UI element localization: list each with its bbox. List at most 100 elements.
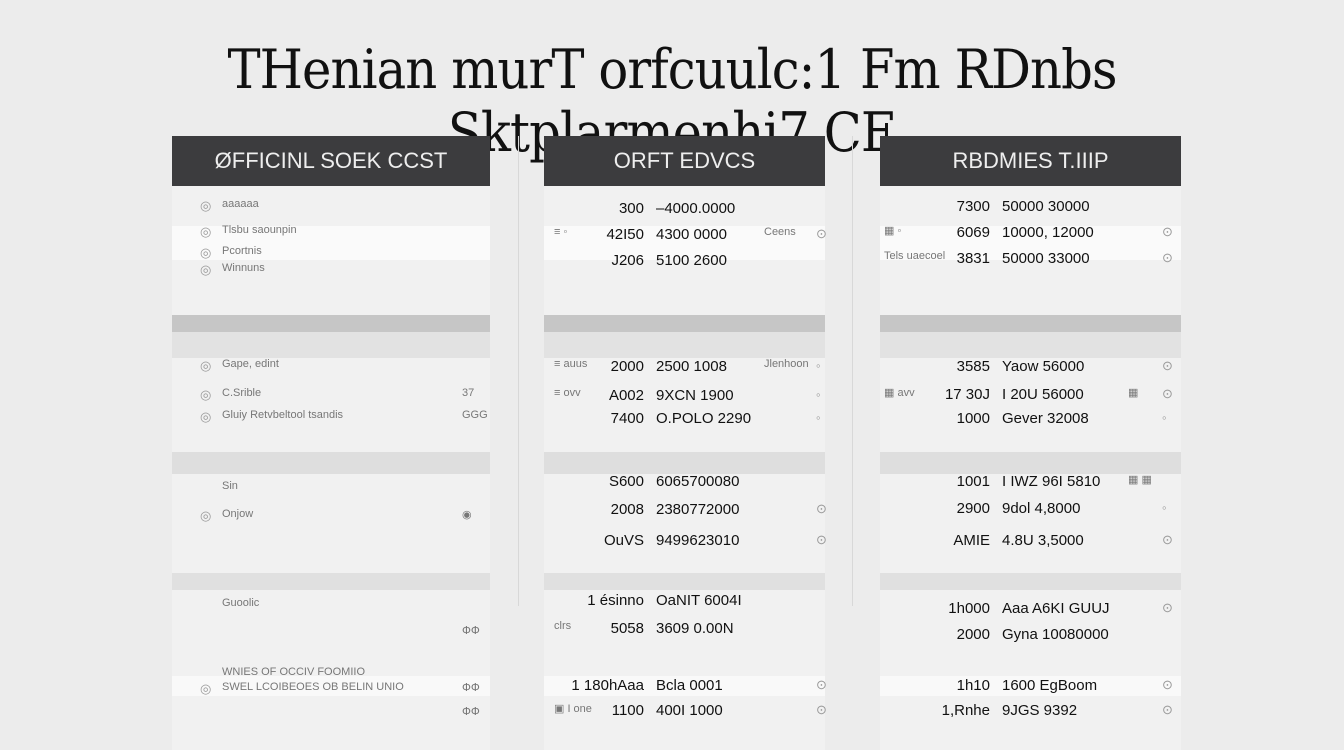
column-rbdmies: RBDMIES T.IIIP 7300 50000 30000 ▦ ◦ 6069 100… <box>880 136 1181 750</box>
value-b: I IWZ 96I 5810 <box>1002 473 1101 490</box>
row-band <box>172 332 490 358</box>
table-row[interactable]: 1 ésinno OaNIT 6004I <box>544 588 825 612</box>
info-icon[interactable]: ⊙ <box>816 226 827 241</box>
info-icon[interactable]: ⊙ <box>1162 677 1173 692</box>
table-row[interactable]: WNIES OF OCCIV FOOMIIO <box>172 662 490 686</box>
table-row[interactable]: clrs 5058 3609 0.00N <box>544 616 825 640</box>
table-row[interactable]: 300 –4000.0000 <box>544 196 825 220</box>
value-a: 7400 <box>610 410 644 427</box>
table-row[interactable]: ≡ ◦ 42I50 4300 0000 ⊙ Ceens <box>544 222 827 246</box>
table-row[interactable]: ՓՓ <box>172 701 490 725</box>
table-row[interactable]: 1001 I IWZ 96I 5810 ▦ ▦ <box>880 469 1181 493</box>
info-icon[interactable]: ⊙ <box>816 532 827 547</box>
row-band <box>880 676 1181 696</box>
table-row[interactable]: ◎ Pcortnis <box>172 241 490 265</box>
row-label: ≡ auus <box>554 358 588 370</box>
row-band <box>172 315 490 332</box>
table-row[interactable]: 1,Rnhe 9JGS 9392 ⊙ <box>880 698 1181 722</box>
info-icon[interactable]: ⊙ <box>1162 532 1173 547</box>
info-icon[interactable]: ⊙ <box>1162 224 1173 239</box>
table-row[interactable]: 7400 O.POLO 2290 ◦ <box>544 406 825 430</box>
table-row[interactable]: ≡ ovv A002 9XCN 1900 ◦ <box>544 383 825 407</box>
table-row[interactable]: S600 6065700080 <box>544 469 825 493</box>
value-b: 4300 0000 <box>656 226 727 243</box>
column-header: RBDMIES T.IIIP <box>880 136 1181 186</box>
row-extra: ◉ <box>462 509 472 521</box>
table-row[interactable]: 2900 9dol 4,8000 ◦ <box>880 496 1181 520</box>
row-extra: Ceens <box>764 226 796 238</box>
row-label: clrs <box>554 620 572 632</box>
row-band <box>544 226 825 260</box>
table-row[interactable]: 3585 Yaow 56000 ⊙ <box>880 354 1181 378</box>
table-row[interactable]: ◎ Onjow ◉ <box>172 504 490 528</box>
value-b: 1600 EgBoom <box>1002 677 1098 694</box>
row-label: ≡ ◦ <box>554 226 568 238</box>
row-band <box>544 676 825 696</box>
info-icon[interactable]: ⊙ <box>1162 600 1173 615</box>
row-band <box>172 573 490 590</box>
table-row[interactable]: ≡ auus 2000 2500 1008 ◦ Jlenhoon <box>544 354 825 378</box>
row-band <box>880 573 1181 590</box>
info-icon[interactable]: ◦ <box>816 358 821 373</box>
table-row[interactable]: OuVS 9499623010 ⊙ <box>544 528 827 552</box>
table-row[interactable]: ◎ Winnuns <box>172 258 490 282</box>
info-icon[interactable]: ◦ <box>816 387 821 402</box>
info-icon[interactable]: ◦ <box>1162 410 1167 425</box>
table-row[interactable]: 2000 Gyna 10080000 <box>880 622 1181 646</box>
info-icon[interactable]: ⊙ <box>1162 250 1173 265</box>
table-row[interactable]: ◎ Gape, edint <box>172 354 490 378</box>
row-extra: Jlenhoon <box>764 358 809 370</box>
table-row[interactable]: 1 180hAaa Bcla 0001 ⊙ <box>544 673 827 697</box>
value-b: OaNIT 6004I <box>656 592 742 609</box>
table-row[interactable]: ՓՓ <box>172 620 490 644</box>
table-row[interactable]: ▦ avv 17 30J I 20U 56000 ⊙ ▦ <box>880 382 1181 406</box>
page-title: THenian murT orfcuulc:1 Fm RDnbs Sktplar… <box>227 38 1117 164</box>
info-icon[interactable]: ⊙ <box>1162 702 1173 717</box>
circle-icon: ◎ <box>200 198 212 213</box>
value-b: 50000 33000 <box>1002 250 1090 267</box>
value-a: 7300 <box>956 198 990 215</box>
table-row[interactable]: ◎ C.Srible 37 <box>172 383 490 407</box>
value-a: 1 180hAaa <box>571 677 644 694</box>
info-icon[interactable]: ⊙ <box>1162 386 1173 401</box>
table-row[interactable]: ◎ SWEL LCOIBEOES OB BELIN UNIO ՓՓ <box>172 677 490 701</box>
circle-icon: ◎ <box>200 224 212 239</box>
row-label: ▦ avv <box>884 387 915 399</box>
table-row[interactable]: ◎ Gluiy Retvbeltool tsandis GGG <box>172 405 490 429</box>
value-b: 9JGS 9392 <box>1002 702 1078 719</box>
info-icon[interactable]: ⊙ <box>1162 358 1173 373</box>
row-label: SWEL LCOIBEOES OB BELIN UNIO <box>222 681 404 693</box>
value-b: 9XCN 1900 <box>656 387 734 404</box>
row-label: ▦ ◦ <box>884 225 902 237</box>
info-icon[interactable]: ⊙ <box>816 501 827 516</box>
row-extra: ՓՓ <box>462 706 480 718</box>
table-row[interactable]: ▣ I one 1100 400I 1000 ⊙ <box>544 698 827 722</box>
table-row[interactable]: J206 5100 2600 <box>544 248 825 272</box>
info-icon[interactable]: ⊙ <box>816 677 827 692</box>
info-icon[interactable]: ◦ <box>816 410 821 425</box>
info-icon[interactable]: ◦ <box>1162 500 1167 515</box>
table-row[interactable]: 1h10 1600 EgBoom ⊙ <box>880 673 1181 697</box>
row-extra: 37 <box>462 387 475 399</box>
value-b: 10000, 12000 <box>1002 224 1094 241</box>
table-row[interactable]: AMIE 4.8U 3,5000 ⊙ <box>880 528 1181 552</box>
table-row[interactable]: 2008 2380772000 ⊙ <box>544 497 827 521</box>
value-a: 3831 <box>956 250 990 267</box>
value-b: 3609 0.00N <box>656 620 734 637</box>
table-row[interactable]: 1000 Gever 32008 ◦ <box>880 406 1181 430</box>
table-row[interactable]: ▦ ◦ 6069 10000, 12000 ⊙ <box>880 220 1181 244</box>
table-row[interactable]: 7300 50000 30000 <box>880 194 1181 218</box>
info-icon[interactable]: ⊙ <box>816 702 827 717</box>
value-b: I 20U 56000 <box>1002 386 1084 403</box>
table-row[interactable]: ◎ Tlsbu saounpin <box>172 220 490 244</box>
table-row[interactable]: 1h000 Aaa A6KI GUUJ ⊙ <box>880 596 1181 620</box>
row-label: WNIES OF OCCIV FOOMIIO <box>222 666 365 678</box>
row-extra: GGG <box>462 409 488 421</box>
row-band <box>880 332 1181 358</box>
column-header: ØFFICINL SOEK CCST <box>172 136 490 186</box>
table-row[interactable]: Sin <box>172 476 490 500</box>
table-row[interactable]: ◎ aaaaaa <box>172 194 490 218</box>
table-row[interactable]: Tels uaecoel 3831 50000 33000 ⊙ <box>880 246 1181 270</box>
value-b: Bcla 0001 <box>656 677 723 694</box>
table-row[interactable]: Guoolic <box>172 593 490 617</box>
